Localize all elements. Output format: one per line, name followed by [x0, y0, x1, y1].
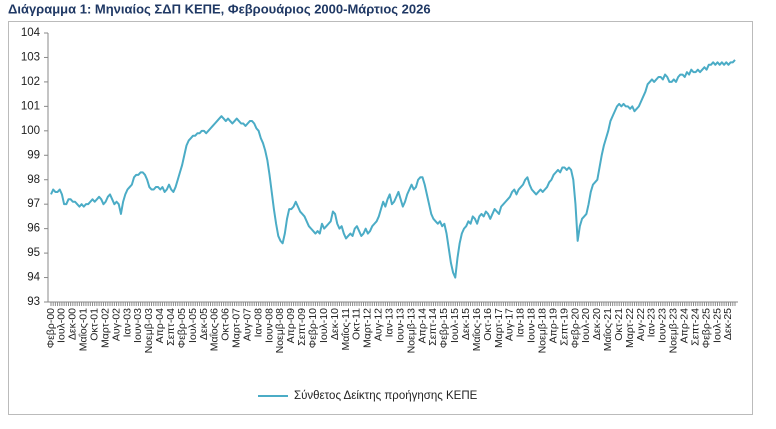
y-tick-label: 103: [21, 51, 40, 63]
x-tick-label: Δεκ-05: [198, 308, 210, 340]
x-tick-label: Ιουλ-15: [449, 308, 461, 343]
x-tick-label: Ιουλ-20: [580, 308, 592, 343]
x-tick-label: Δεκ-00: [67, 308, 79, 340]
y-tick-label: 96: [27, 223, 40, 235]
x-tick-label: Οκτ-21: [613, 308, 625, 341]
x-tick-label: Ιουν-23: [657, 308, 669, 343]
x-tick-label: Απρ-14: [416, 308, 428, 344]
y-tick-label: 93: [27, 296, 40, 308]
x-tick-label: Ιουλ-10: [318, 308, 330, 343]
x-tick-label: Μαΐος-16: [471, 308, 483, 351]
x-tick-label: Ιαν-03: [121, 308, 133, 338]
x-tick-label: Αυγ-07: [241, 308, 253, 341]
x-tick-label: Νοεμβ-23: [668, 308, 680, 354]
x-tick-label: Μαρτ-12: [362, 308, 374, 348]
x-tick-label: Αυγ-17: [504, 308, 516, 341]
x-tick-label: Δεκ-25: [722, 308, 734, 340]
y-tick-label: 98: [27, 174, 40, 186]
x-tick-label: Οκτ-16: [482, 308, 494, 341]
x-tick-label: Μαΐος-11: [340, 308, 352, 351]
x-tick-label: Φεβρ-00: [45, 308, 57, 348]
x-tick-label: Νοεμβ-13: [405, 308, 417, 354]
series-line: [50, 59, 736, 279]
x-tick-label: Ιαν-13: [384, 308, 396, 338]
chart-frame: [8, 21, 753, 415]
x-tick-label: Ιαν-18: [515, 308, 527, 338]
x-tick-label: Ιαν-08: [252, 308, 264, 338]
x-tick-label: Ιουλ-05: [187, 308, 199, 343]
x-tick-label: Αυγ-02: [110, 308, 122, 341]
x-tick-label: Φεβρ-20: [569, 308, 581, 348]
x-tick-label: Σεπτ-09: [296, 308, 308, 346]
y-tick-label: 100: [21, 125, 40, 137]
y-tick-label: 99: [27, 149, 40, 161]
x-tick-label: Ιουλ-25: [711, 308, 723, 343]
x-tick-label: Απρ-09: [285, 308, 297, 344]
chart-title: Διάγραμμα 1: Μηνιαίος ΣΔΠ ΚΕΠΕ, Φεβρουάρ…: [8, 1, 431, 16]
x-tick-label: Απρ-24: [679, 308, 691, 344]
y-tick-label: 95: [27, 247, 40, 259]
x-tick-label: Ιαν-23: [646, 308, 658, 338]
x-tick-label: Φεβρ-25: [700, 308, 712, 348]
x-tick-label: Φεβρ-05: [176, 308, 188, 348]
x-tick-label: Οκτ-11: [351, 308, 363, 340]
legend-label: Σύνθετος Δείκτης προήγησης ΚΕΠΕ: [294, 390, 478, 402]
x-tick-label: Φεβρ-15: [438, 308, 450, 348]
x-tick-label: Σεπτ-04: [165, 308, 177, 346]
x-tick-label: Ιουν-18: [526, 308, 538, 343]
x-tick-label: Σεπτ-14: [427, 308, 439, 346]
x-tick-label: Μαΐος-01: [78, 308, 90, 351]
x-tick-label: Φεβρ-10: [307, 308, 319, 348]
x-tick-label: Αυγ-22: [635, 308, 647, 341]
y-tick-label: 104: [21, 27, 41, 39]
x-tick-label: Δεκ-15: [460, 308, 472, 340]
x-tick-label: Δεκ-10: [329, 308, 341, 340]
x-tick-label: Μαΐος-21: [602, 308, 614, 351]
x-tick-label: Νοεμβ-03: [143, 308, 155, 354]
y-tick-label: 97: [27, 198, 40, 210]
x-tick-label: Νοεμβ-18: [536, 308, 548, 354]
x-tick-label: Μαρτ-17: [493, 308, 505, 348]
x-tick-label: Δεκ-20: [591, 308, 603, 340]
x-tick-label: Οκτ-06: [220, 308, 232, 341]
x-tick-label: Μαρτ-22: [624, 308, 636, 348]
y-tick-label: 94: [27, 272, 40, 284]
x-tick-label: Σεπτ-24: [689, 308, 701, 346]
y-tick-label: 102: [21, 76, 40, 88]
x-tick-label: Οκτ-01: [88, 308, 100, 341]
x-tick-label: Ιουν-08: [263, 308, 275, 343]
x-tick-label: Μαρτ-02: [99, 308, 111, 348]
x-tick-label: Απρ-19: [547, 308, 559, 344]
x-tick-label: Αυγ-12: [373, 308, 385, 341]
x-tick-label: Μαρτ-07: [231, 308, 243, 348]
x-tick-label: Μαΐος-06: [209, 308, 221, 351]
x-tick-label: Σεπτ-19: [558, 308, 570, 346]
x-tick-label: Ιουλ-00: [56, 308, 68, 343]
y-tick-label: 101: [21, 100, 40, 112]
x-tick-label: Ιουν-13: [394, 308, 406, 343]
x-tick-label: Απρ-04: [154, 308, 166, 344]
x-tick-label: Ιουν-03: [132, 308, 144, 343]
x-tick-label: Νοεμβ-08: [274, 308, 286, 354]
